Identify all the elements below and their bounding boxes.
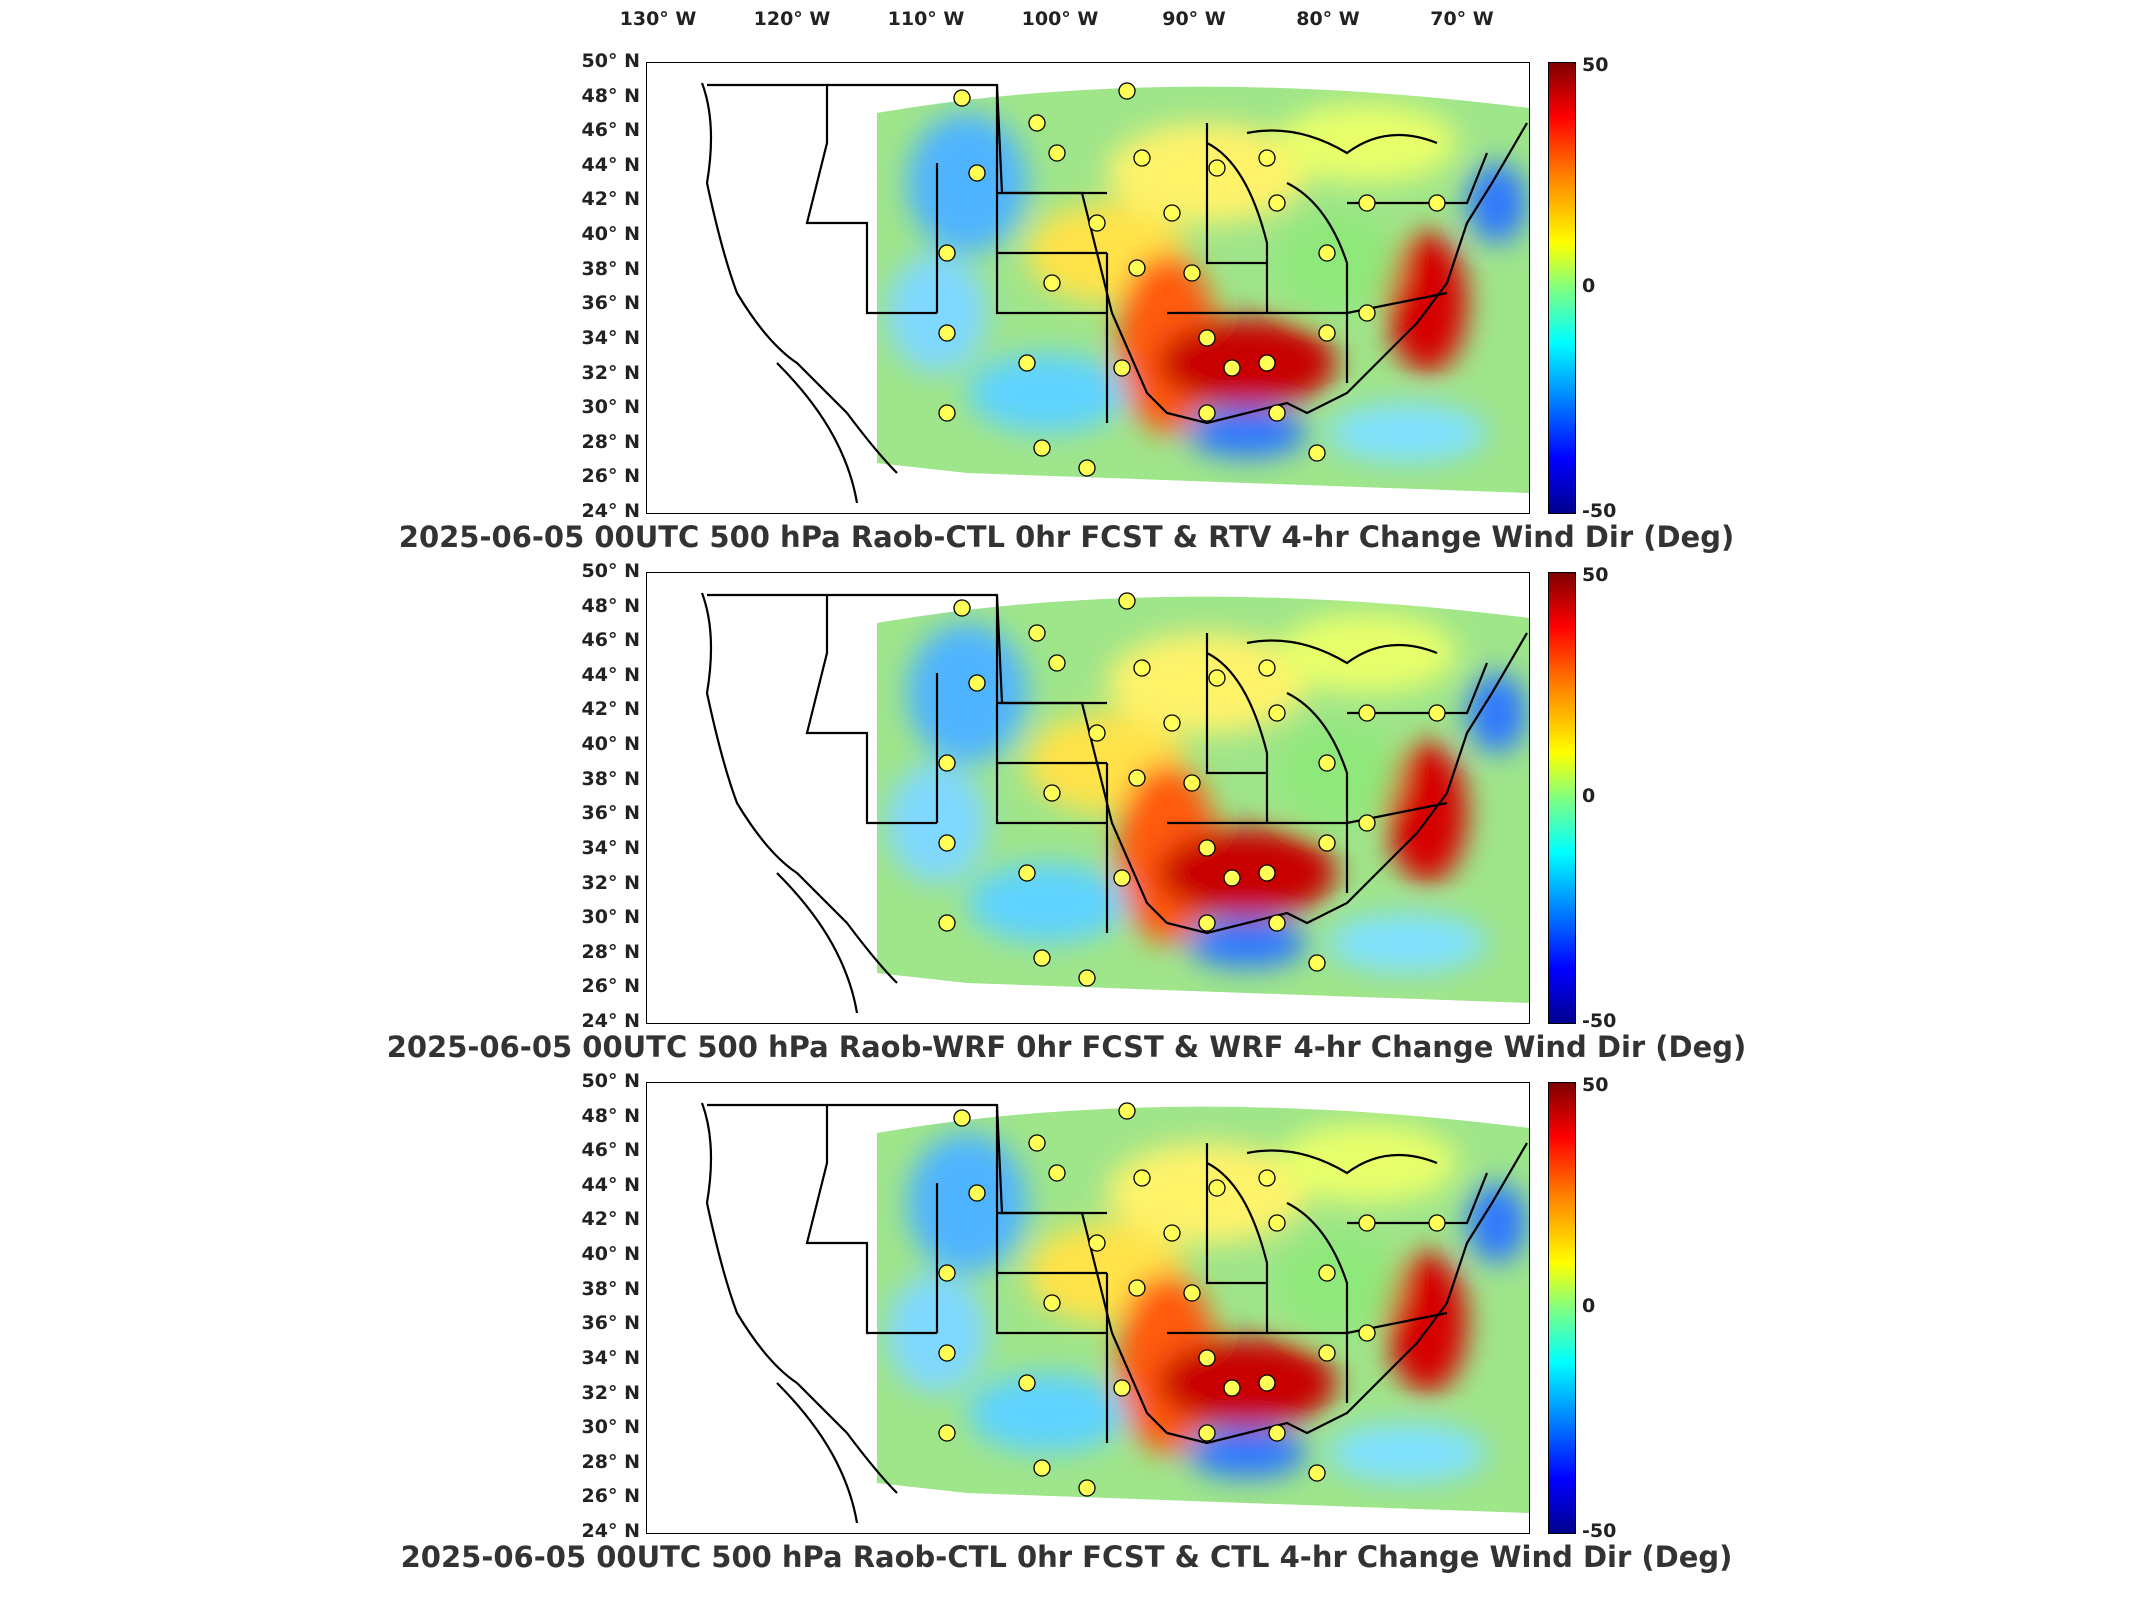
lat-label: 36° N xyxy=(581,802,640,825)
lat-label: 32° N xyxy=(581,871,640,894)
lat-label: 50° N xyxy=(581,50,640,72)
colorbar xyxy=(1548,572,1576,1024)
wind-direction-map xyxy=(700,1102,1529,1524)
colorbar xyxy=(1548,1082,1576,1534)
lat-label: 40° N xyxy=(581,1243,640,1266)
lat-label: 28° N xyxy=(581,1450,640,1473)
lat-label: 42° N xyxy=(581,1208,640,1231)
colorbar-mid-label: 0 xyxy=(1582,275,1596,297)
lat-label: 50° N xyxy=(581,560,640,582)
panel-title: 2025-06-05 00UTC 500 hPa Raob-WRF 0hr FC… xyxy=(386,1030,1747,1064)
lat-label: 30° N xyxy=(581,906,640,929)
lat-label: 44° N xyxy=(581,1173,640,1196)
lat-label: 28° N xyxy=(581,940,640,963)
lon-label: 100° W xyxy=(1021,8,1099,30)
lat-label: 36° N xyxy=(581,1312,640,1335)
lat-label: 46° N xyxy=(581,119,640,142)
state-borders xyxy=(700,1102,1528,1524)
lon-label: 70° W xyxy=(1430,8,1494,30)
lat-label: 46° N xyxy=(581,1139,640,1162)
colorbar xyxy=(1548,62,1576,514)
colorbar-mid-label: 0 xyxy=(1582,1295,1596,1317)
lat-label: 42° N xyxy=(581,698,640,721)
lon-label: 110° W xyxy=(887,8,965,30)
lat-label: 34° N xyxy=(581,326,640,349)
wind-direction-map xyxy=(700,592,1529,1014)
colorbar-min-label: -50 xyxy=(1582,500,1617,522)
lat-label: 40° N xyxy=(581,733,640,756)
lat-label: 32° N xyxy=(581,1381,640,1404)
data-field xyxy=(877,86,1529,494)
wind-direction-map xyxy=(700,82,1529,504)
map-panel-1: 50 0 -50 50° N 48° N 46° N 44° N 42° N 40° N 3… xyxy=(0,50,2133,572)
lat-label: 24° N xyxy=(581,1010,640,1032)
lat-label: 48° N xyxy=(581,1104,640,1127)
data-field xyxy=(877,596,1529,1004)
map-panel-2: 50 0 -50 50° N 48° N 46° N 44° N 42° N 40° N 3… xyxy=(0,560,2133,1082)
lat-label: 44° N xyxy=(581,153,640,176)
lat-label: 32° N xyxy=(581,361,640,384)
lat-label: 40° N xyxy=(581,223,640,246)
colorbar-max-label: 50 xyxy=(1582,54,1609,76)
lat-label: 30° N xyxy=(581,396,640,419)
lat-label: 30° N xyxy=(581,1416,640,1439)
map-frame xyxy=(646,1082,1530,1534)
lat-label: 28° N xyxy=(581,430,640,453)
colorbar-min-label: -50 xyxy=(1582,1520,1617,1542)
lat-label: 24° N xyxy=(581,1520,640,1542)
longitude-axis: 130° W 120° W 110° W 100° W 90° W 80° W … xyxy=(0,0,2133,40)
panel-title: 2025-06-05 00UTC 500 hPa Raob-CTL 0hr FC… xyxy=(400,1540,1733,1574)
lat-label: 34° N xyxy=(581,836,640,859)
lat-label: 26° N xyxy=(581,975,640,998)
raob-stations xyxy=(938,592,1446,987)
raob-stations xyxy=(938,82,1446,477)
colorbar-max-label: 50 xyxy=(1582,564,1609,586)
data-field xyxy=(877,1106,1529,1514)
lat-label: 24° N xyxy=(581,500,640,522)
lat-label: 46° N xyxy=(581,629,640,652)
lat-label: 34° N xyxy=(581,1346,640,1369)
map-frame xyxy=(646,572,1530,1024)
lat-label: 26° N xyxy=(581,465,640,488)
lat-label: 38° N xyxy=(581,767,640,790)
map-panel-3: 50 0 -50 50° N 48° N 46° N 44° N 42° N 40° N 3… xyxy=(0,1070,2133,1592)
lat-label: 48° N xyxy=(581,84,640,107)
colorbar-min-label: -50 xyxy=(1582,1010,1617,1032)
lat-label: 26° N xyxy=(581,1485,640,1508)
panel-title: 2025-06-05 00UTC 500 hPa Raob-CTL 0hr FC… xyxy=(398,520,1735,554)
state-borders xyxy=(700,592,1528,1014)
colorbar-mid-label: 0 xyxy=(1582,785,1596,807)
lat-label: 48° N xyxy=(581,594,640,617)
lon-label: 90° W xyxy=(1162,8,1226,30)
colorbar-max-label: 50 xyxy=(1582,1074,1609,1096)
lon-label: 130° W xyxy=(619,8,697,30)
lat-label: 44° N xyxy=(581,663,640,686)
lon-label: 80° W xyxy=(1296,8,1360,30)
lat-label: 38° N xyxy=(581,257,640,280)
lon-label: 120° W xyxy=(753,8,831,30)
raob-stations xyxy=(938,1102,1446,1497)
map-frame xyxy=(646,62,1530,514)
lat-label: 36° N xyxy=(581,292,640,315)
lat-label: 42° N xyxy=(581,188,640,211)
lat-label: 38° N xyxy=(581,1277,640,1300)
lat-label: 50° N xyxy=(581,1070,640,1092)
